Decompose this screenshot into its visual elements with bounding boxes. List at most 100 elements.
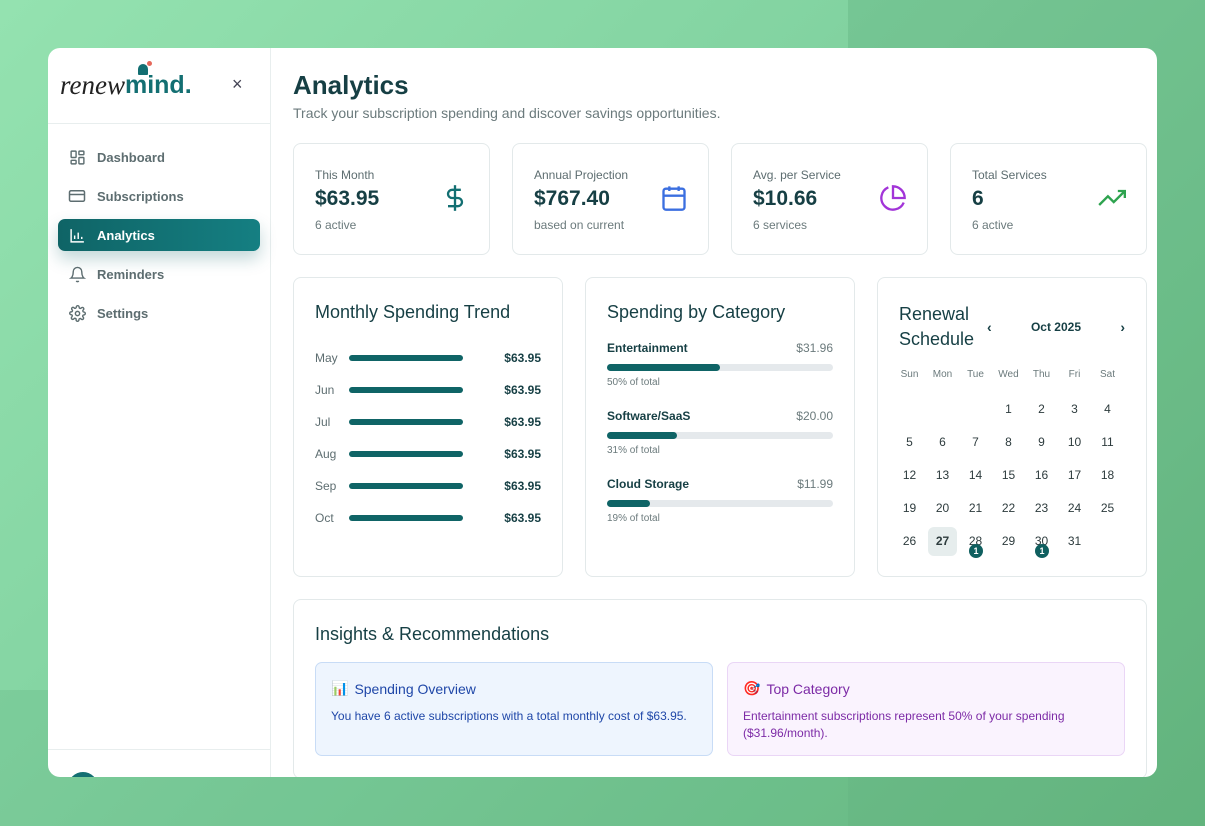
calendar-day[interactable]: 15: [992, 461, 1025, 490]
category-progress: [607, 364, 833, 371]
calendar-day[interactable]: 16: [1025, 461, 1058, 490]
calendar-day[interactable]: 19: [893, 494, 926, 523]
card-title: Monthly Spending Trend: [315, 302, 511, 322]
insight-spending-overview: 📊 Spending Overview You have 6 active subs…: [315, 662, 713, 756]
calendar-day[interactable]: 4: [1091, 395, 1124, 424]
day-number: 22: [1001, 501, 1016, 515]
calendar-day[interactable]: 12: [893, 461, 926, 490]
stat-card: Avg. per Service $10.66 6 services: [731, 143, 928, 255]
trend-bar: [349, 355, 463, 361]
day-number: 19: [902, 501, 917, 515]
calendar-day[interactable]: 7: [959, 428, 992, 457]
calendar-day[interactable]: 26: [893, 527, 926, 556]
calendar-day[interactable]: 8: [992, 428, 1025, 457]
trend-amount: $63.95: [504, 351, 541, 365]
day-number: 31: [1067, 534, 1082, 548]
trend-month: Sep: [315, 479, 337, 493]
sidebar-item-subscriptions[interactable]: Subscriptions: [58, 180, 260, 212]
calendar-day[interactable]: 9: [1025, 428, 1058, 457]
next-month-button[interactable]: ›: [1120, 319, 1125, 335]
avatar[interactable]: [68, 772, 98, 777]
gear-icon: [68, 304, 86, 322]
prev-month-button[interactable]: ‹: [987, 319, 992, 335]
card-title: Insights & Recommendations: [315, 624, 550, 644]
calendar-day[interactable]: 18: [1091, 461, 1124, 490]
category-progress: [607, 432, 833, 439]
category-name: Cloud Storage: [607, 477, 690, 491]
calendar-day[interactable]: 20: [926, 494, 959, 523]
day-number: 25: [1100, 501, 1115, 515]
close-sidebar-button[interactable]: ×: [232, 74, 243, 94]
sidebar-item-settings[interactable]: Settings: [58, 297, 260, 329]
main-content: Analytics Track your subscription spendi…: [271, 48, 1157, 777]
calendar-day[interactable]: 10: [1058, 428, 1091, 457]
calendar-day[interactable]: 6: [926, 428, 959, 457]
calendar-day[interactable]: 1: [992, 395, 1025, 424]
calendar-day[interactable]: 22: [992, 494, 1025, 523]
calendar-day[interactable]: 14: [959, 461, 992, 490]
bell-icon: [68, 265, 86, 283]
sidebar-item-reminders[interactable]: Reminders: [58, 258, 260, 290]
calendar-day[interactable]: 17: [1058, 461, 1091, 490]
insight-top-category: 🎯 Top Category Entertainment subscriptions…: [727, 662, 1125, 756]
sidebar-item-analytics[interactable]: Analytics: [58, 219, 260, 251]
calendar-day[interactable]: 3: [1058, 395, 1091, 424]
calendar-day[interactable]: 28 1: [959, 527, 992, 558]
calendar-day[interactable]: 13: [926, 461, 959, 490]
insight-title: Top Category: [766, 680, 850, 697]
stat-card: This Month $63.95 6 active: [293, 143, 490, 255]
trend-amount: $63.95: [504, 447, 541, 461]
stat-card: Annual Projection $767.40 based on current: [512, 143, 709, 255]
trend-bar: [349, 451, 463, 457]
insights-card: Insights & Recommendations 📊 Spending Ove…: [293, 599, 1147, 777]
weekday-header: Mon: [932, 369, 953, 380]
card-title: Spending by Category: [607, 302, 786, 322]
trend-row: Jul $63.95: [315, 406, 541, 438]
calendar-day[interactable]: 2: [1025, 395, 1058, 424]
calendar-icon: [660, 184, 688, 212]
calendar-day[interactable]: 31: [1058, 527, 1091, 556]
weekday-header: Wed: [998, 369, 1019, 380]
calendar-day[interactable]: 23: [1025, 494, 1058, 523]
day-number: 21: [968, 501, 983, 515]
category-progress-fill: [607, 500, 650, 507]
logo-text-renew: renew: [60, 70, 125, 100]
target-emoji-icon: 🎯: [743, 680, 761, 696]
renewal-count-badge: 1: [969, 544, 983, 558]
day-number: 27: [935, 534, 950, 548]
calendar-day[interactable]: 29: [992, 527, 1025, 556]
calendar-day[interactable]: 21: [959, 494, 992, 523]
stat-value: $10.66: [753, 187, 818, 210]
grid-icon: [68, 148, 86, 166]
category-card: Spending by Category Entertainment $31.96…: [585, 277, 855, 577]
day-number: 10: [1067, 435, 1082, 449]
sidebar: renew mind. × Dashboard Subscriptions Analy…: [48, 48, 271, 777]
calendar-day[interactable]: 30 1: [1025, 527, 1058, 558]
day-number: 9: [1038, 435, 1045, 449]
stat-sub: 6 active: [315, 218, 357, 232]
sidebar-item-dashboard[interactable]: Dashboard: [58, 141, 260, 173]
sidebar-item-label: Analytics: [97, 227, 155, 243]
trend-bar: [349, 387, 463, 393]
insight-title: Spending Overview: [354, 680, 476, 697]
calendar-day[interactable]: 27: [928, 527, 957, 556]
calendar-day[interactable]: 24: [1058, 494, 1091, 523]
app-window: renew mind. × Dashboard Subscriptions Analy…: [48, 48, 1157, 777]
day-number: 23: [1034, 501, 1049, 515]
day-number: 16: [1034, 468, 1049, 482]
sidebar-item-label: Subscriptions: [97, 188, 184, 204]
trend-amount: $63.95: [504, 479, 541, 493]
weekday-header: Fri: [1068, 369, 1081, 380]
day-number: 13: [935, 468, 950, 482]
stat-cards: This Month $63.95 6 active Annual Projectio…: [293, 143, 1147, 255]
calendar-day[interactable]: 11: [1091, 428, 1124, 457]
day-number: 20: [935, 501, 950, 515]
calendar-day[interactable]: 5: [893, 428, 926, 457]
weekday-header: Sat: [1099, 369, 1115, 380]
calendar-day[interactable]: 25: [1091, 494, 1124, 523]
day-number: 2: [1038, 402, 1045, 416]
trend-month: May: [315, 351, 338, 365]
stat-value: $63.95: [315, 187, 380, 210]
category-progress-fill: [607, 364, 720, 371]
category-percent: 31% of total: [607, 445, 660, 456]
